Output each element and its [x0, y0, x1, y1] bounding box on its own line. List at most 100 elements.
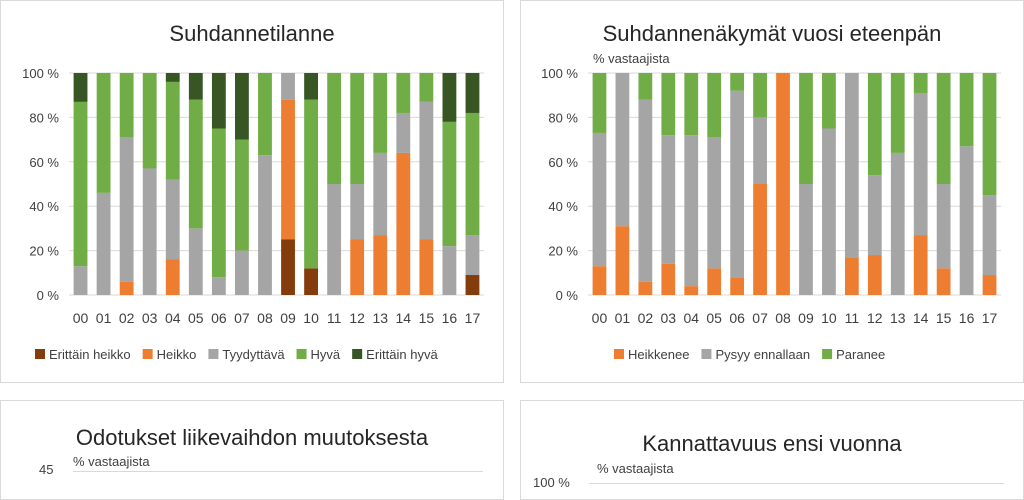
- bar-segment-heikkenee-12: [867, 255, 882, 295]
- x-tick-label: 01: [96, 310, 112, 326]
- y-tick-label: 80 %: [548, 110, 578, 125]
- bar-segment-heikkenee-05: [707, 268, 722, 295]
- legend-swatch-hyvä: [296, 349, 307, 359]
- bar-segment-heikko-02: [119, 281, 134, 295]
- x-tick-label: 01: [615, 310, 631, 326]
- x-tick-label: 15: [419, 310, 435, 326]
- bar-segment-tyydyttävä-06: [211, 277, 226, 295]
- bar-segment-tyydyttävä-02: [119, 137, 134, 282]
- bar-segment-hyvä-13: [373, 73, 388, 153]
- bar-segment-pysyy-ennallaan-03: [661, 135, 676, 264]
- x-tick-label: 11: [327, 310, 342, 326]
- x-tick-label: 16: [959, 310, 975, 326]
- bar-segment-tyydyttävä-14: [396, 112, 411, 153]
- y-tick-label: 20 %: [548, 244, 578, 259]
- chart-title: Suhdannetilanne: [169, 21, 335, 46]
- x-tick-label: 10: [821, 310, 837, 326]
- legend-label-hyvä: Hyvä: [311, 347, 341, 362]
- x-tick-label: 11: [845, 310, 860, 326]
- bar-segment-pysyy-ennallaan-00: [592, 132, 607, 267]
- bar-segment-tyydyttävä-00: [73, 266, 88, 295]
- bar-segment-pysyy-ennallaan-16: [959, 146, 974, 295]
- legend-label-paranee: Paranee: [836, 347, 885, 362]
- bar-segment-hyvä-00: [73, 101, 88, 267]
- bar-segment-hyvä-12: [350, 73, 365, 184]
- bar-segment-pysyy-ennallaan-01: [615, 73, 630, 227]
- x-tick-label: 14: [396, 310, 412, 326]
- bar-segment-tyydyttävä-17: [465, 235, 480, 276]
- bar-segment-heikkenee-08: [776, 73, 790, 295]
- chart-title: Kannattavuus ensi vuonna: [642, 431, 902, 456]
- y-tick-label: 45: [39, 462, 54, 477]
- x-tick-label: 15: [936, 310, 952, 326]
- bar-segment-erittäin-hyvä-07: [235, 73, 249, 140]
- bar-segment-erittäin-hyvä-10: [304, 73, 318, 100]
- bar-segment-pysyy-ennallaan-04: [684, 135, 699, 287]
- bar-segment-erittäin-heikko-10: [304, 268, 318, 295]
- bar-segment-pysyy-ennallaan-06: [730, 90, 745, 278]
- bar-segment-tyydyttävä-13: [373, 152, 388, 236]
- bar-segment-pysyy-ennallaan-15: [936, 184, 951, 269]
- x-tick-label: 00: [592, 310, 608, 326]
- chart-plot-suhdannetilanne: 0 % 20 % 40 % 60 % 80 % 100 % 00 01 02 03 04 05 06 07…: [22, 66, 484, 362]
- x-tick-label: 08: [257, 310, 273, 326]
- x-tick-label: 12: [349, 310, 365, 326]
- bar-segment-heikko-04: [165, 259, 180, 295]
- bar-segment-erittäin-hyvä-04: [165, 73, 180, 82]
- bar-segment-heikkenee-06: [730, 277, 745, 295]
- gridline: [73, 471, 483, 472]
- bar-segment-heikkenee-04: [684, 286, 699, 295]
- bar-segment-tyydyttävä-03: [142, 168, 157, 295]
- bar-segment-heikko-13: [373, 235, 388, 295]
- bar-segment-pysyy-ennallaan-17: [982, 195, 997, 276]
- bar-segment-pysyy-ennallaan-02: [638, 99, 653, 282]
- bar-segment-tyydyttävä-16: [442, 246, 457, 295]
- x-tick-label: 05: [706, 310, 722, 326]
- bar-segment-heikkenee-01: [615, 226, 630, 295]
- y-tick-label: 0 %: [556, 288, 579, 303]
- bar-segment-paranee-02: [638, 73, 653, 100]
- legend-swatch-tyydyttävä: [208, 349, 219, 359]
- y-tick-label: 100 %: [541, 66, 578, 81]
- bar-segment-hyvä-10: [304, 99, 318, 269]
- bar-segment-heikko-14: [396, 152, 411, 295]
- chart-panel-liikevaihto: Odotukset liikevaihdon muutoksesta % vas…: [0, 400, 504, 500]
- bar-segment-pysyy-ennallaan-13: [890, 152, 905, 295]
- chart-panel-suhdannetilanne: Suhdannetilanne 0 % 20 % 40 % 60 % 80 % 100 %…: [0, 0, 504, 383]
- legend-swatch-pysyy-ennallaan: [701, 349, 712, 359]
- legend-label-erittäin-heikko: Erittäin heikko: [49, 347, 131, 362]
- x-tick-label: 13: [890, 310, 906, 326]
- bar-segment-paranee-03: [661, 73, 676, 136]
- bar-segment-heikkenee-02: [638, 281, 653, 295]
- legend-label-erittäin-hyvä: Erittäin hyvä: [366, 347, 438, 362]
- bar-segment-tyydyttävä-08: [258, 155, 272, 295]
- x-tick-label: 16: [442, 310, 458, 326]
- bar-segment-tyydyttävä-12: [350, 184, 365, 240]
- bar-segment-hyvä-16: [442, 121, 457, 247]
- x-tick-label: 03: [142, 310, 158, 326]
- gridline: [589, 483, 1004, 484]
- bar-segment-erittäin-heikko-09: [281, 239, 295, 295]
- bar-segment-heikkenee-00: [592, 266, 607, 295]
- bar-segment-heikko-12: [350, 239, 365, 295]
- bar-segment-hyvä-11: [327, 73, 342, 184]
- bar-segment-paranee-15: [936, 73, 951, 184]
- legend-swatch-paranee: [822, 349, 833, 359]
- bar-segment-erittäin-hyvä-05: [188, 73, 203, 100]
- bar-segment-hyvä-14: [396, 73, 411, 113]
- bar-segment-hyvä-04: [165, 81, 180, 180]
- legend-label-pysyy-ennallaan: Pysyy ennallaan: [715, 347, 810, 362]
- x-tick-label: 17: [465, 310, 481, 326]
- bar-segment-hyvä-06: [211, 128, 226, 278]
- bar-segment-hyvä-07: [235, 139, 249, 251]
- x-tick-label: 07: [234, 310, 250, 326]
- x-tick-label: 06: [729, 310, 745, 326]
- bar-segment-paranee-07: [753, 73, 767, 118]
- y-tick-label: 20 %: [29, 244, 59, 259]
- legend-swatch-erittäin-hyvä: [352, 349, 363, 359]
- y-tick-label: 40 %: [29, 199, 59, 214]
- bar-segment-hyvä-08: [258, 73, 272, 156]
- bar-segment-pysyy-ennallaan-05: [707, 137, 722, 269]
- bar-segment-erittäin-hyvä-17: [465, 73, 480, 113]
- bar-segment-tyydyttävä-07: [235, 250, 249, 295]
